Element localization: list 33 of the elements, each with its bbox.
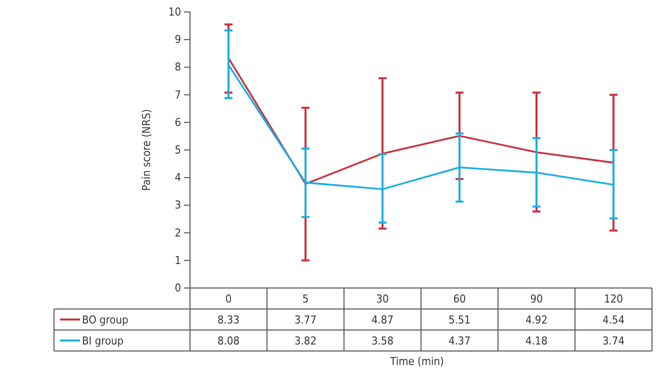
data-label: 8.08 [217,334,240,348]
y-axis-title: Pain score (NRS) [140,109,153,191]
data-label: 3.58 [371,334,394,348]
y-tick-label: 7 [174,88,181,102]
x-tick-label: 0 [225,292,232,306]
legend-label: BI group [82,334,124,348]
y-tick-label: 1 [174,254,181,267]
x-tick-label: 30 [376,292,389,306]
x-axis-title: Time (min) [389,355,444,368]
data-label: 4.18 [525,334,548,348]
y-tick-label: 8 [174,60,181,74]
data-label: 4.54 [602,314,625,326]
data-label: 5.51 [448,314,471,326]
y-tick-label: 10 [168,6,181,19]
y-tick-label: 5 [174,144,181,157]
data-label: 3.77 [294,314,317,326]
y-tick-label: 6 [174,116,181,129]
y-tick-label: 9 [174,33,181,46]
y-tick-label: 2 [174,226,181,240]
y-tick-label: 4 [174,171,181,184]
x-tick-label: 60 [453,292,466,306]
x-tick-label: 5 [302,292,309,306]
data-label: 4.37 [448,334,471,348]
x-tick-label: 120 [604,292,623,306]
x-tick-label: 90 [530,292,543,306]
data-label: 3.82 [294,334,317,348]
y-tick-label: 3 [174,198,181,212]
legend-label: BO group [82,314,128,326]
data-label: 3.74 [602,334,625,348]
y-tick-label: 0 [174,282,181,295]
data-label: 8.33 [217,314,240,326]
data-label: 4.87 [371,314,394,326]
data-label: 4.92 [525,314,548,326]
